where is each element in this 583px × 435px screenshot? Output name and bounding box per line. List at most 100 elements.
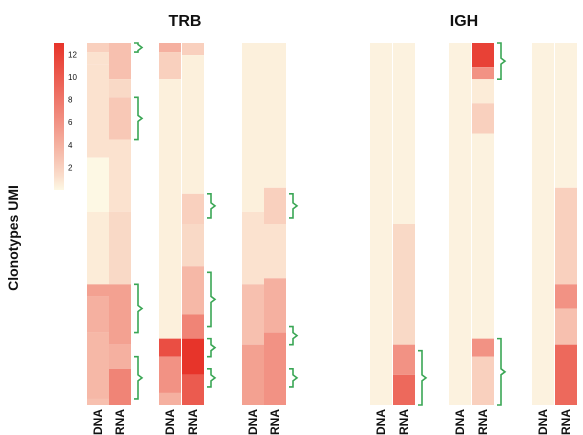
heatmap-cell <box>242 344 264 405</box>
cluster-bracket <box>497 337 507 406</box>
heatmap-cell <box>159 43 181 53</box>
heatmap-column <box>555 43 577 405</box>
cluster-bracket <box>418 349 428 406</box>
heatmap-column <box>370 43 392 405</box>
cluster-bracket <box>134 42 144 53</box>
cluster-brackets <box>134 42 507 406</box>
cluster-bracket <box>207 193 217 219</box>
column-label-dna: DNA <box>374 409 388 435</box>
heatmap-column <box>449 43 471 405</box>
heatmap-cell <box>242 284 264 345</box>
heatmap-column <box>264 43 286 405</box>
heatmap-cell <box>393 374 415 405</box>
column-labels: DNA RNA DNA RNA DNA RNA DNA RNA DNA RNA DNA RNA <box>91 409 573 435</box>
colorbar-gradient <box>54 43 64 190</box>
heatmap-cell <box>242 43 264 212</box>
heatmap-cell <box>159 52 181 80</box>
heatmap-cell <box>87 52 109 65</box>
heatmap-cell <box>393 43 415 224</box>
heatmap-cell <box>182 374 204 405</box>
column-label-dna: DNA <box>91 409 105 435</box>
column-label-rna: RNA <box>559 409 573 435</box>
heatmap-cell <box>370 43 392 405</box>
heatmap-cell <box>109 211 131 285</box>
heatmap-cell <box>87 64 109 158</box>
heatmap-cell <box>182 314 204 339</box>
heatmap-cell <box>182 55 204 194</box>
heatmap-cell <box>472 133 494 339</box>
heatmap-cell <box>87 211 109 285</box>
colorbar: 12 10 8 6 4 2 <box>54 43 77 190</box>
heatmap-column <box>393 43 415 405</box>
column-label-dna: DNA <box>163 409 177 435</box>
heatmap-cell <box>472 356 494 405</box>
colorbar-tick-label: 12 <box>68 50 77 59</box>
heatmap-cell <box>109 97 131 140</box>
heatmap-cell <box>182 338 204 375</box>
cluster-bracket <box>289 368 299 388</box>
colorbar-tick-label: 8 <box>68 96 73 105</box>
cluster-bracket <box>207 271 217 328</box>
heatmap-column <box>87 43 109 405</box>
heatmap-cell <box>264 278 286 333</box>
colorbar-tick-label: 4 <box>68 141 73 150</box>
cluster-bracket <box>497 42 507 80</box>
heatmap-cell <box>472 67 494 80</box>
heatmap-cell <box>109 139 131 212</box>
heatmap-cell <box>87 157 109 212</box>
heatmap-cell <box>449 43 471 405</box>
heatmap-cell <box>109 43 131 80</box>
heatmap-columns <box>87 43 577 405</box>
heatmap-column <box>159 43 181 405</box>
column-label-dna: DNA <box>453 409 467 435</box>
heatmap-cell <box>555 344 577 405</box>
heatmap-cell <box>109 79 131 98</box>
column-label-rna: RNA <box>268 409 282 435</box>
heatmap-cell <box>472 103 494 134</box>
heatmap-cell <box>182 224 204 267</box>
heatmap-cell <box>555 284 577 309</box>
column-label-rna: RNA <box>113 409 127 435</box>
column-label-rna: RNA <box>397 409 411 435</box>
y-axis-label: Clonotypes UMI <box>5 185 21 291</box>
heatmap-cell <box>87 43 109 53</box>
cluster-bracket <box>207 337 217 358</box>
heatmap-cell <box>87 332 109 399</box>
cluster-bracket <box>134 355 144 400</box>
heatmap-cell <box>555 43 577 188</box>
heatmap-cell <box>555 187 577 285</box>
heatmap-column <box>109 43 131 405</box>
column-label-rna: RNA <box>186 409 200 435</box>
panel-title-igh: IGH <box>450 13 478 30</box>
heatmap-cell <box>472 43 494 68</box>
heatmap-cell <box>472 338 494 357</box>
heatmap-cell <box>87 284 109 297</box>
heatmap-cell <box>182 193 204 224</box>
heatmap-cell <box>159 356 181 393</box>
heatmap-cell <box>264 332 286 405</box>
heatmap-cell <box>87 296 109 333</box>
cluster-bracket <box>289 193 299 219</box>
heatmap-cell <box>472 79 494 104</box>
heatmap-cell <box>264 187 286 224</box>
cluster-bracket <box>207 368 217 388</box>
heatmap-column <box>182 43 204 405</box>
heatmap-cell <box>182 266 204 315</box>
heatmap-column <box>472 43 494 405</box>
heatmap-cell <box>159 338 181 357</box>
column-label-rna: RNA <box>476 409 490 435</box>
heatmap-cell <box>159 79 181 339</box>
heatmap-cell <box>109 368 131 405</box>
heatmap-cell <box>532 43 554 405</box>
heatmap-cell <box>264 224 286 279</box>
heatmap-cell <box>393 224 415 345</box>
heatmap-cell <box>109 284 131 345</box>
heatmap-cell <box>159 392 181 405</box>
heatmap-column <box>242 43 264 405</box>
heatmap-column <box>532 43 554 405</box>
heatmap-cell <box>555 308 577 345</box>
heatmap-cell <box>264 43 286 188</box>
cluster-bracket <box>289 325 299 346</box>
heatmap-cell <box>182 43 204 56</box>
